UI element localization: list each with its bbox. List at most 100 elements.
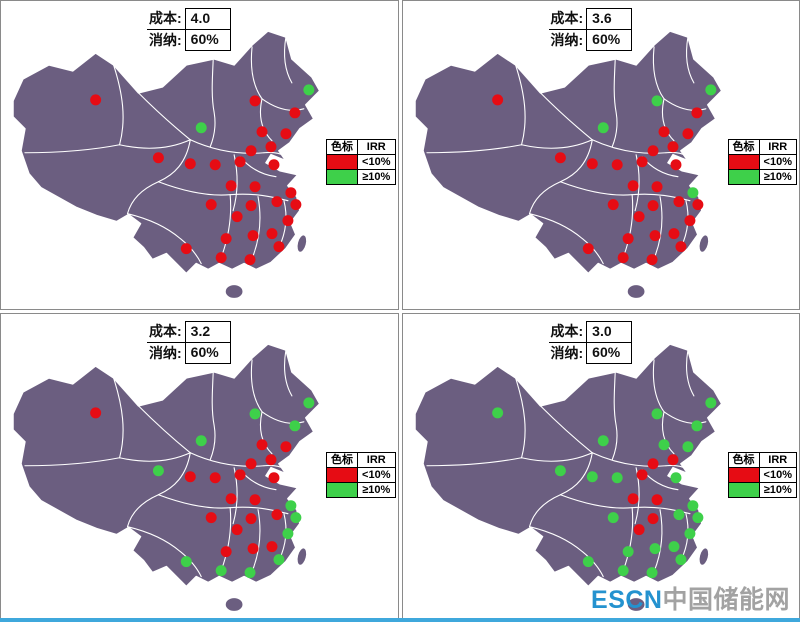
irr-legend: 色标 IRR <10% ≥10% xyxy=(727,139,798,185)
province-dot-gansu xyxy=(184,470,196,482)
province-dot-sichuan xyxy=(607,199,619,211)
legend-label-lt10: <10% xyxy=(758,154,798,170)
cost-label: 成本: xyxy=(550,10,584,26)
scenario-params: 成本: 3.6 消纳: 60% xyxy=(548,8,633,51)
cost-value: 3.6 xyxy=(586,8,633,29)
cost-row: 成本: 4.0 xyxy=(147,8,231,29)
legend-swatch-green xyxy=(727,169,760,185)
watermark-escn: ESCN xyxy=(591,586,663,614)
province-dot-shanghai xyxy=(691,511,703,523)
consume-row: 消纳: 60% xyxy=(147,29,231,51)
legend-header-row: 色标 IRR xyxy=(727,139,798,155)
province-dot-shanxi xyxy=(234,156,246,168)
province-dot-hunan xyxy=(247,542,259,554)
province-dot-shaanxi xyxy=(225,180,237,192)
province-dot-xinjiang xyxy=(90,94,102,106)
legend-row: <10% xyxy=(727,154,798,170)
province-dot-xinjiang xyxy=(491,94,503,106)
province-dot-hunan xyxy=(247,230,259,242)
legend-irr-header: IRR xyxy=(357,451,396,468)
province-dot-chongqing xyxy=(633,211,645,223)
legend-color-header: 色标 xyxy=(326,139,359,155)
irr-legend: 色标 IRR <10% ≥10% xyxy=(326,451,396,498)
province-dot-heilongjiang xyxy=(704,84,716,96)
province-dot-jiangsu xyxy=(686,187,698,199)
province-dot-guangxi xyxy=(215,252,227,264)
province-dot-henan xyxy=(249,181,261,193)
province-dot-zhejiang xyxy=(683,215,695,227)
province-dot-shanghai xyxy=(290,199,302,211)
china-map xyxy=(1,1,398,309)
watermark: ESCN中国储能网 xyxy=(591,580,790,616)
province-dot-heilongjiang xyxy=(303,396,315,408)
province-dot-gansu xyxy=(184,158,196,170)
map-panel: 成本: 3.6 消纳: 60% 色标 IRR <10% ≥10 xyxy=(401,0,800,310)
cost-row: 成本: 3.0 xyxy=(549,320,633,342)
province-dot-guangdong xyxy=(244,566,256,578)
province-dot-xinjiang xyxy=(491,406,503,418)
consume-value: 60% xyxy=(184,342,231,364)
province-dot-chongqing xyxy=(633,523,645,535)
consume-label: 消纳: xyxy=(149,344,182,361)
province-dot-hunan xyxy=(649,230,661,242)
province-dot-hunan xyxy=(649,542,661,554)
province-dot-shanghai xyxy=(691,199,703,211)
watermark-site: 中国储能网 xyxy=(662,586,790,614)
province-dot-qinghai xyxy=(152,464,164,476)
province-dot-guangxi xyxy=(215,564,227,576)
province-dot-neimenggu-xi xyxy=(597,434,609,446)
consume-label: 消纳: xyxy=(149,32,182,48)
province-dot-jiangsu xyxy=(285,187,297,199)
province-dot-henan xyxy=(249,493,261,505)
cost-label: 成本: xyxy=(149,10,182,26)
province-dot-fujian xyxy=(674,553,686,565)
province-dot-liaoning xyxy=(681,440,693,452)
province-dot-neimenggu-xi xyxy=(597,122,609,134)
legend-label-ge10: ≥10% xyxy=(758,481,798,498)
cost-value: 4.0 xyxy=(184,8,231,29)
province-dot-neimenggu-xi xyxy=(195,122,207,134)
china-map xyxy=(403,1,800,309)
province-dot-beijing xyxy=(256,126,268,138)
legend-row: <10% xyxy=(727,466,798,483)
irr-legend: 色标 IRR <10% ≥10% xyxy=(326,139,396,185)
province-dot-fujian xyxy=(273,241,285,253)
province-dot-yunnan xyxy=(582,243,594,255)
scenario-params: 成本: 4.0 消纳: 60% xyxy=(147,8,231,51)
legend-row: <10% xyxy=(326,466,396,483)
province-dot-chongqing xyxy=(231,523,243,535)
province-dot-xinjiang xyxy=(90,406,102,418)
province-dot-tianjin xyxy=(265,141,277,153)
province-dot-beijing xyxy=(658,126,669,138)
province-dot-hubei xyxy=(647,512,659,524)
province-dot-qinghai xyxy=(152,152,164,164)
legend-label-ge10: ≥10% xyxy=(357,481,396,498)
legend-label-ge10: ≥10% xyxy=(357,169,396,185)
consume-row: 消纳: 60% xyxy=(548,341,633,364)
legend-row: <10% xyxy=(326,154,396,170)
consume-row: 消纳: 60% xyxy=(147,341,231,364)
legend-row: ≥10% xyxy=(326,481,396,498)
province-dot-beijing xyxy=(256,438,268,450)
province-dot-jilin xyxy=(289,107,301,119)
province-dots xyxy=(90,84,315,266)
province-dot-henan xyxy=(651,493,663,505)
province-dot-shandong xyxy=(669,159,681,171)
province-dot-ningxia xyxy=(209,471,221,483)
province-dot-fujian xyxy=(674,241,686,253)
province-dot-sichuan xyxy=(607,511,619,523)
legend-swatch-red xyxy=(727,466,760,483)
legend-header-row: 色标 IRR xyxy=(326,451,396,468)
province-dot-yunnan xyxy=(582,555,594,567)
province-dot-anhui xyxy=(271,508,283,520)
legend-label-ge10: ≥10% xyxy=(758,169,798,185)
consume-value: 60% xyxy=(184,30,231,51)
province-dot-qinghai xyxy=(554,464,566,476)
province-dots xyxy=(491,84,716,266)
province-dot-hebei xyxy=(647,457,659,469)
province-dot-shanxi xyxy=(234,468,246,480)
map-panel: 成本: 4.0 消纳: 60% 色标 IRR <10% ≥10 xyxy=(0,0,399,310)
legend-swatch-green xyxy=(326,169,359,185)
